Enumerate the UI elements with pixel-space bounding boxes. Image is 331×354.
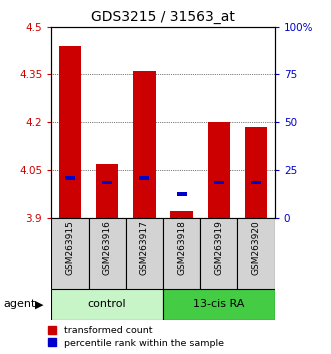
Bar <box>245 127 267 218</box>
Title: GDS3215 / 31563_at: GDS3215 / 31563_at <box>91 10 235 24</box>
Bar <box>139 176 149 179</box>
Bar <box>102 181 112 184</box>
Text: agent: agent <box>3 299 36 309</box>
Bar <box>51 289 163 320</box>
Bar <box>208 122 230 218</box>
Bar <box>163 218 200 289</box>
Bar <box>251 181 261 184</box>
Bar <box>214 181 224 184</box>
Bar <box>170 211 193 218</box>
Bar <box>65 176 75 179</box>
Bar <box>51 218 88 289</box>
Bar <box>177 192 187 195</box>
Bar <box>88 218 126 289</box>
Bar <box>133 71 156 218</box>
Text: 13-cis RA: 13-cis RA <box>193 299 245 309</box>
Text: GSM263917: GSM263917 <box>140 220 149 275</box>
Bar <box>126 218 163 289</box>
Bar <box>59 46 81 218</box>
Bar <box>237 218 275 289</box>
Legend: transformed count, percentile rank within the sample: transformed count, percentile rank withi… <box>48 326 224 348</box>
Text: control: control <box>88 299 126 309</box>
Bar <box>163 289 275 320</box>
Bar <box>200 218 237 289</box>
Text: GSM263920: GSM263920 <box>252 220 260 275</box>
Text: ▶: ▶ <box>35 299 43 309</box>
Text: GSM263919: GSM263919 <box>214 220 223 275</box>
Text: GSM263918: GSM263918 <box>177 220 186 275</box>
Bar <box>96 164 118 218</box>
Text: GSM263916: GSM263916 <box>103 220 112 275</box>
Text: GSM263915: GSM263915 <box>66 220 74 275</box>
